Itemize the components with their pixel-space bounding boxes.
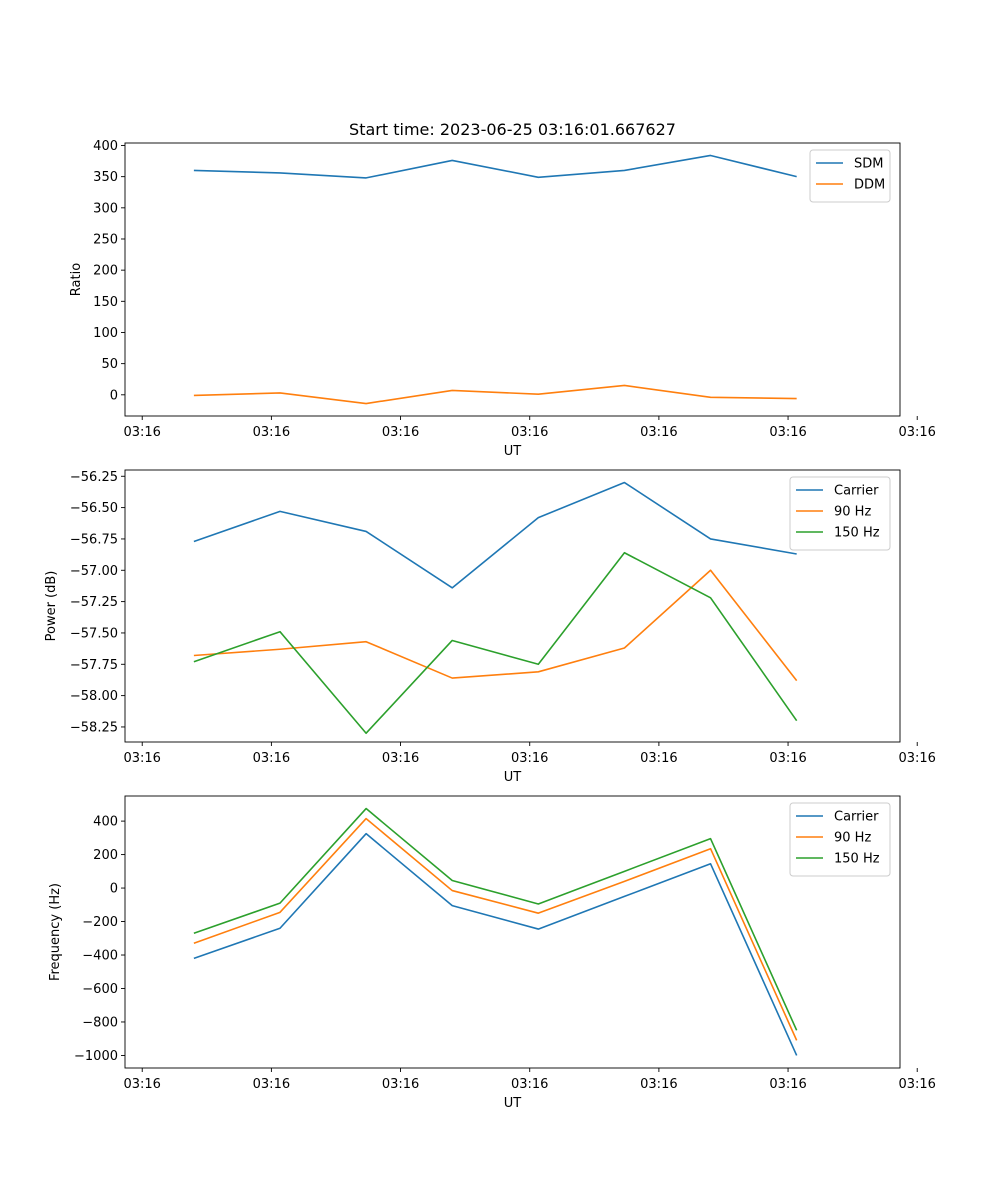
x-tick-label: 03:16 (123, 425, 160, 440)
y-tick-label: −800 (82, 1015, 118, 1030)
legend-entry: 150 Hz (834, 526, 880, 541)
series-line-sdm (193, 154, 797, 179)
y-tick-label: −1000 (74, 1049, 118, 1064)
x-tick-label: 03:16 (769, 751, 806, 766)
series-line-150-hz (193, 551, 798, 735)
legend-entry: 90 Hz (834, 505, 871, 520)
x-axis-label: UT (504, 1096, 522, 1111)
y-tick-label: 400 (93, 815, 118, 830)
x-axis-label: UT (504, 770, 522, 785)
series-line-carrier (193, 481, 797, 589)
x-tick-label: 03:16 (769, 1077, 806, 1092)
y-tick-label: −400 (82, 949, 118, 964)
y-tick-label: 250 (93, 232, 118, 247)
x-tick-label: 03:16 (511, 751, 548, 766)
y-tick-label: −56.50 (70, 501, 118, 516)
y-tick-label: −57.00 (70, 564, 118, 579)
x-tick-label: 03:16 (382, 1077, 419, 1092)
plot-frame (124, 795, 901, 1069)
x-tick-label: 03:16 (253, 1077, 290, 1092)
y-tick-label: 200 (93, 848, 118, 863)
y-tick-label: −57.25 (70, 595, 118, 610)
x-tick-label: 03:16 (898, 425, 935, 440)
plot-frame (124, 469, 901, 743)
y-tick-label: −56.75 (70, 532, 118, 547)
y-tick-label: 0 (110, 388, 118, 403)
plot-frame (124, 142, 901, 417)
y-tick-label: 300 (93, 201, 118, 216)
y-tick-label: −57.50 (70, 626, 118, 641)
y-tick-label: −57.75 (70, 658, 118, 673)
y-tick-label: 350 (93, 170, 118, 185)
x-tick-label: 03:16 (511, 1077, 548, 1092)
y-tick-label: 400 (93, 139, 118, 154)
x-tick-label: 03:16 (640, 1077, 677, 1092)
subplot-1: Start time: 2023-06-25 03:16:01.66762703… (69, 120, 936, 459)
legend: Carrier 90 Hz 150 Hz (789, 476, 891, 551)
y-tick-label: −58.25 (70, 720, 118, 735)
y-tick-label: −58.00 (70, 689, 118, 704)
legend: SDM DDM (809, 149, 891, 203)
x-tick-label: 03:16 (898, 751, 935, 766)
y-tick-label: −200 (82, 915, 118, 930)
legend-entry: Carrier (834, 484, 879, 499)
x-tick-label: 03:16 (123, 751, 160, 766)
y-axis-label: Frequency (Hz) (48, 883, 63, 981)
x-tick-label: 03:16 (382, 751, 419, 766)
legend-entry: 150 Hz (834, 852, 880, 867)
chart-title: Start time: 2023-06-25 03:16:01.667627 (349, 120, 676, 139)
y-tick-label: 200 (93, 264, 118, 279)
series-line-90-hz (193, 817, 798, 1041)
x-tick-label: 03:16 (640, 751, 677, 766)
y-tick-label: −56.25 (70, 470, 118, 485)
y-tick-label: 0 (110, 882, 118, 897)
subplot-2: 03:16 03:16 03:16 03:16 03:16 03:16 03:16 −58.2… (44, 469, 936, 785)
x-tick-label: 03:16 (253, 425, 290, 440)
x-tick-label: 03:16 (382, 425, 419, 440)
x-tick-label: 03:16 (253, 751, 290, 766)
legend-entry: Carrier (834, 810, 879, 825)
legend-entry: SDM (854, 157, 883, 172)
x-tick-label: 03:16 (640, 425, 677, 440)
series-line-ddm (193, 384, 797, 405)
series-line-carrier (193, 832, 798, 1056)
legend-entry: DDM (854, 178, 885, 193)
x-tick-label: 03:16 (511, 425, 548, 440)
y-tick-label: 150 (93, 295, 118, 310)
y-tick-label: −600 (82, 982, 118, 997)
series-line-150-hz (193, 807, 798, 1031)
y-tick-label: 50 (101, 357, 118, 372)
x-tick-label: 03:16 (769, 425, 806, 440)
y-tick-label: 100 (93, 326, 118, 341)
series-line-90-hz (193, 569, 798, 682)
x-axis-label: UT (504, 444, 522, 459)
x-tick-label: 03:16 (898, 1077, 935, 1092)
x-tick-label: 03:16 (123, 1077, 160, 1092)
subplot-3: 03:16 03:16 03:16 03:16 03:16 03:16 03:16 −1000… (48, 795, 936, 1111)
y-axis-label: Ratio (69, 263, 84, 296)
legend-entry: 90 Hz (834, 831, 871, 846)
y-axis-label: Power (dB) (44, 571, 59, 642)
legend: Carrier 90 Hz 150 Hz (789, 802, 891, 877)
